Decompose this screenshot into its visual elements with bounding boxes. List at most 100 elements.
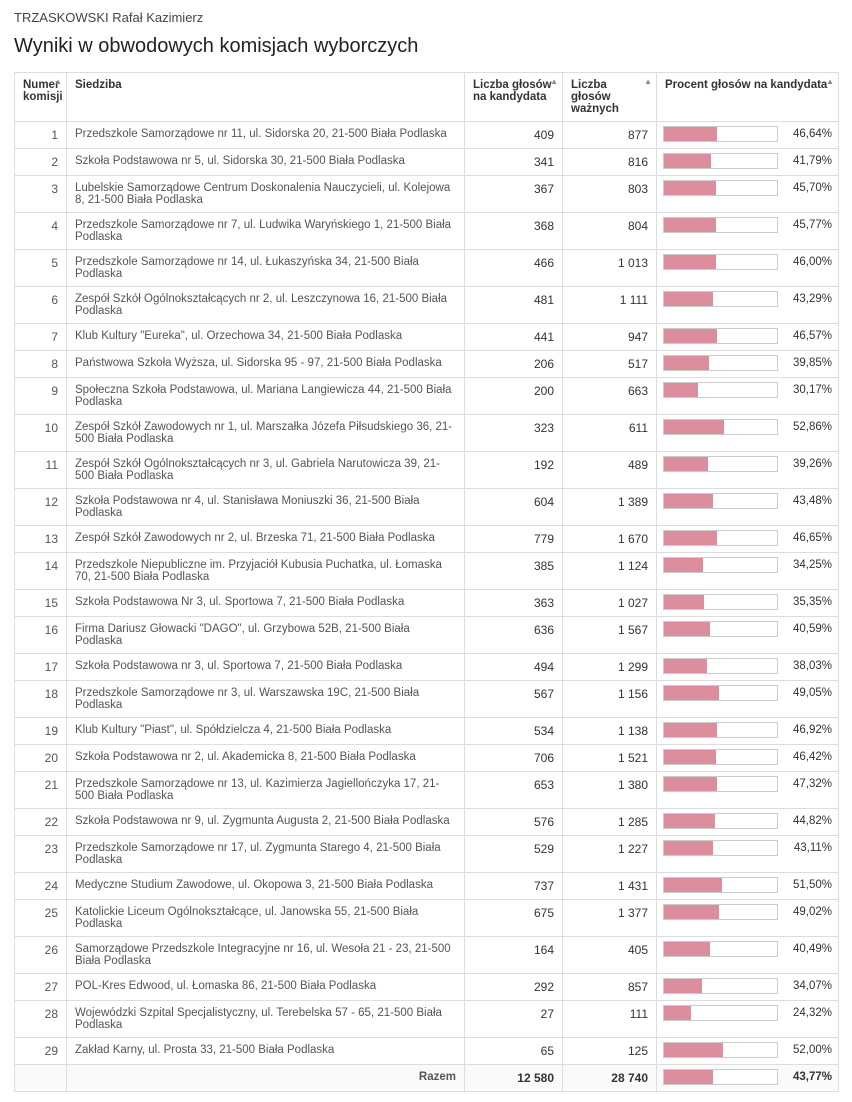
cell-seat: Katolickie Liceum Ogólnokształcące, ul. … (67, 900, 465, 937)
cell-num: 22 (15, 809, 67, 836)
cell-num: 6 (15, 287, 67, 324)
cell-seat: POL-Kres Edwood, ul. Łomaska 86, 21-500 … (67, 974, 465, 1001)
pct-label: 46,42% (784, 751, 832, 763)
cell-num: 17 (15, 654, 67, 681)
pct-bar: 24,32% (663, 1005, 832, 1021)
pct-bar: 45,70% (663, 180, 832, 196)
cell-seat: Szkoła Podstawowa nr 9, ul. Zygmunta Aug… (67, 809, 465, 836)
section-title: Wyniki w obwodowych komisjach wyborczych (14, 35, 838, 58)
cell-num: 8 (15, 351, 67, 378)
table-row: 18Przedszkole Samorządowe nr 3, ul. Wars… (15, 681, 839, 718)
pct-bar: 52,00% (663, 1042, 832, 1058)
cell-seat: Zakład Karny, ul. Prosta 33, 21-500 Biał… (67, 1038, 465, 1065)
table-row: 29Zakład Karny, ul. Prosta 33, 21-500 Bi… (15, 1038, 839, 1065)
cell-seat: Zespół Szkół Zawodowych nr 1, ul. Marsza… (67, 415, 465, 452)
table-row: 24Medyczne Studium Zawodowe, ul. Okopowa… (15, 873, 839, 900)
pct-bar: 40,49% (663, 941, 832, 957)
cell-votes: 363 (465, 590, 563, 617)
cell-votes: 27 (465, 1001, 563, 1038)
pct-bar: 39,85% (663, 355, 832, 371)
cell-num: 4 (15, 213, 67, 250)
cell-num: 15 (15, 590, 67, 617)
col-header-valid[interactable]: Liczba głosów ważnych ▲ (563, 73, 657, 122)
pct-bar: 43,29% (663, 291, 832, 307)
cell-valid: 1 521 (563, 745, 657, 772)
table-row: 8Państwowa Szkoła Wyższa, ul. Sidorska 9… (15, 351, 839, 378)
cell-seat: Zespół Szkół Ogólnokształcących nr 2, ul… (67, 287, 465, 324)
table-row: 1Przedszkole Samorządowe nr 11, ul. Sido… (15, 122, 839, 149)
pct-bar: 51,50% (663, 877, 832, 893)
cell-valid: 1 431 (563, 873, 657, 900)
cell-num: 25 (15, 900, 67, 937)
cell-num: 27 (15, 974, 67, 1001)
table-row: 27POL-Kres Edwood, ul. Łomaska 86, 21-50… (15, 974, 839, 1001)
pct-bar: 49,02% (663, 904, 832, 920)
pct-label: 47,32% (784, 778, 832, 790)
cell-num: 20 (15, 745, 67, 772)
table-row: 3Lubelskie Samorządowe Centrum Doskonale… (15, 176, 839, 213)
cell-num: 26 (15, 937, 67, 974)
cell-valid: 489 (563, 452, 657, 489)
pct-label: 43,11% (784, 842, 832, 854)
cell-seat: Przedszkole Samorządowe nr 3, ul. Warsza… (67, 681, 465, 718)
table-row: 16Firma Dariusz Głowacki "DAGO", ul. Grz… (15, 617, 839, 654)
col-header-pct[interactable]: Procent głosów na kandydata ▲ (657, 73, 839, 122)
total-row: Razem 12 580 28 740 43,77% (15, 1065, 839, 1092)
cell-valid: 1 027 (563, 590, 657, 617)
cell-valid: 663 (563, 378, 657, 415)
cell-valid: 1 013 (563, 250, 657, 287)
pct-bar: 43,11% (663, 840, 832, 856)
cell-votes: 604 (465, 489, 563, 526)
cell-votes: 200 (465, 378, 563, 415)
cell-votes: 164 (465, 937, 563, 974)
pct-label: 46,65% (784, 532, 832, 544)
cell-seat: Klub Kultury "Eureka", ul. Orzechowa 34,… (67, 324, 465, 351)
table-row: 19Klub Kultury "Piast", ul. Spółdzielcza… (15, 718, 839, 745)
table-row: 6Zespół Szkół Ogólnokształcących nr 2, u… (15, 287, 839, 324)
cell-votes: 737 (465, 873, 563, 900)
pct-bar: 41,79% (663, 153, 832, 169)
cell-valid: 1 111 (563, 287, 657, 324)
cell-seat: Państwowa Szkoła Wyższa, ul. Sidorska 95… (67, 351, 465, 378)
cell-valid: 857 (563, 974, 657, 1001)
pct-label: 34,25% (784, 559, 832, 571)
cell-votes: 341 (465, 149, 563, 176)
cell-valid: 125 (563, 1038, 657, 1065)
col-header-seat[interactable]: Siedziba (67, 73, 465, 122)
sort-icon: ▲ (54, 77, 62, 86)
col-header-votes[interactable]: Liczba głosów na kandydata ▲ (465, 73, 563, 122)
cell-num: 21 (15, 772, 67, 809)
results-table: Numer komisji ▲ Siedziba Liczba głosów n… (14, 72, 839, 1092)
pct-label: 51,50% (784, 879, 832, 891)
pct-label: 24,32% (784, 1007, 832, 1019)
cell-votes: 192 (465, 452, 563, 489)
cell-num: 14 (15, 553, 67, 590)
pct-label: 30,17% (784, 384, 832, 396)
sort-icon: ▲ (826, 77, 834, 86)
cell-seat: Klub Kultury "Piast", ul. Spółdzielcza 4… (67, 718, 465, 745)
cell-seat: Wojewódzki Szpital Specjalistyczny, ul. … (67, 1001, 465, 1038)
pct-label: 45,70% (784, 182, 832, 194)
cell-seat: Przedszkole Samorządowe nr 14, ul. Łukas… (67, 250, 465, 287)
sort-icon: ▲ (644, 77, 652, 86)
total-pct: 43,77% (784, 1071, 832, 1083)
cell-valid: 405 (563, 937, 657, 974)
col-header-votes-label: Liczba głosów na kandydata (473, 79, 552, 103)
total-bar: 43,77% (663, 1069, 832, 1085)
cell-valid: 816 (563, 149, 657, 176)
cell-seat: Przedszkole Niepubliczne im. Przyjaciół … (67, 553, 465, 590)
pct-bar: 46,42% (663, 749, 832, 765)
cell-votes: 292 (465, 974, 563, 1001)
col-header-valid-label: Liczba głosów ważnych (571, 79, 619, 115)
pct-bar: 43,48% (663, 493, 832, 509)
pct-label: 39,26% (784, 458, 832, 470)
cell-num: 16 (15, 617, 67, 654)
table-row: 25Katolickie Liceum Ogólnokształcące, ul… (15, 900, 839, 937)
cell-num: 13 (15, 526, 67, 553)
cell-votes: 323 (465, 415, 563, 452)
col-header-num[interactable]: Numer komisji ▲ (15, 73, 67, 122)
pct-label: 49,05% (784, 687, 832, 699)
cell-votes: 576 (465, 809, 563, 836)
cell-valid: 804 (563, 213, 657, 250)
cell-num: 1 (15, 122, 67, 149)
